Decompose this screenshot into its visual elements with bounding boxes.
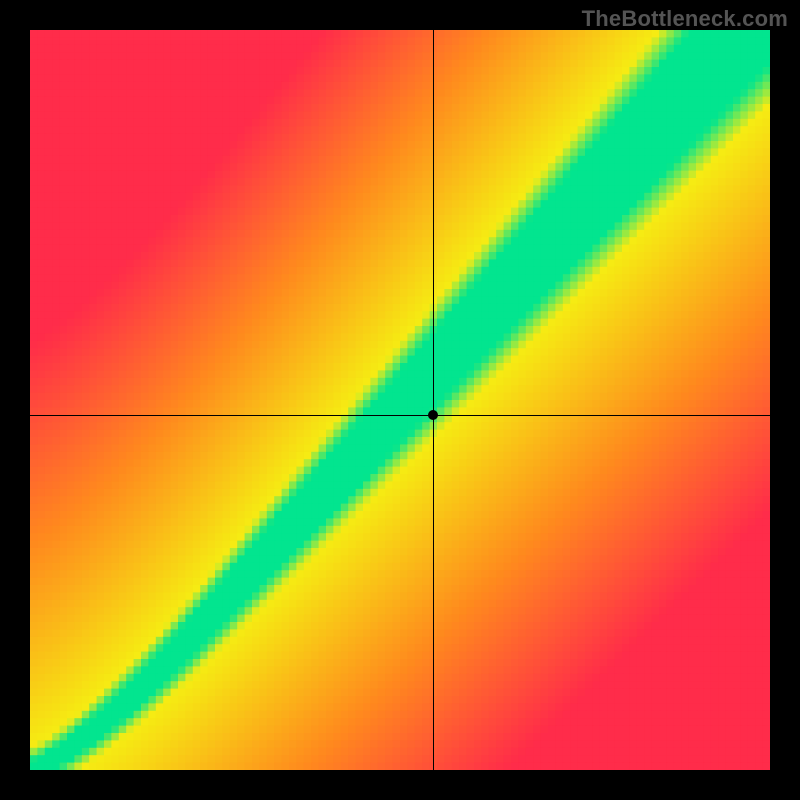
- watermark-label: TheBottleneck.com: [582, 6, 788, 32]
- heatmap-canvas: [30, 30, 770, 770]
- crosshair-vertical: [433, 30, 434, 770]
- chart-container: TheBottleneck.com: [0, 0, 800, 800]
- crosshair-horizontal: [30, 415, 770, 416]
- plot-area: [30, 30, 770, 770]
- data-point-marker: [428, 410, 438, 420]
